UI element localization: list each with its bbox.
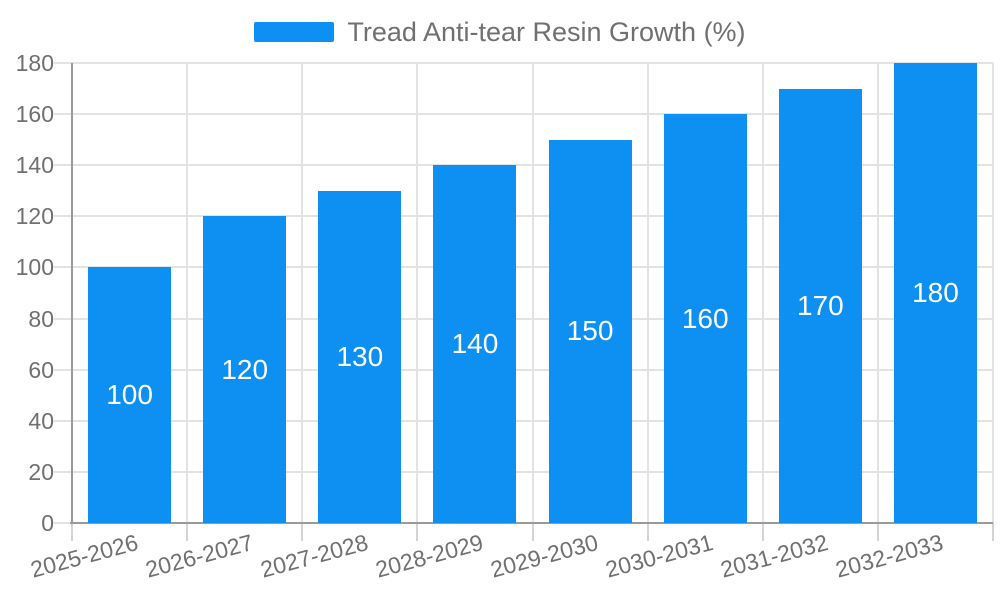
x-axis-tick xyxy=(301,523,304,541)
x-axis-tick xyxy=(876,523,879,541)
y-axis-tick-label: 120 xyxy=(15,203,54,230)
bar-2031-2032[interactable] xyxy=(778,88,862,523)
y-axis-tick-label: 100 xyxy=(15,254,54,281)
y-axis-tick xyxy=(54,317,72,320)
x-axis-tick xyxy=(531,523,534,541)
x-axis-tick xyxy=(992,523,994,541)
y-axis-tick-label: 80 xyxy=(28,305,54,332)
bar-value-label: 170 xyxy=(796,289,844,321)
legend-swatch-icon xyxy=(254,22,335,42)
x-axis-tick xyxy=(416,523,419,541)
bar-2027-2028[interactable] xyxy=(318,190,402,523)
gridline-vertical xyxy=(646,63,649,523)
gridline-vertical xyxy=(876,63,879,523)
x-axis-tick xyxy=(186,523,189,541)
x-axis-tick-label: 2031-2032 xyxy=(718,529,832,583)
gridline-vertical xyxy=(416,63,419,523)
bar-2029-2030[interactable] xyxy=(548,139,632,523)
gridline-vertical xyxy=(186,63,189,523)
bar-value-label: 140 xyxy=(451,328,499,360)
x-axis-tick xyxy=(71,523,73,541)
bar-value-label: 150 xyxy=(566,315,614,347)
x-axis-tick-label: 2027-2028 xyxy=(257,529,371,583)
y-axis-tick-label: 180 xyxy=(15,50,54,76)
y-axis-tick xyxy=(54,470,72,473)
x-axis-tick-label: 2028-2029 xyxy=(372,529,486,583)
bar-value-label: 120 xyxy=(221,353,269,385)
gridline-vertical xyxy=(992,63,994,523)
bar-2028-2029[interactable] xyxy=(433,165,517,523)
y-axis-tick-label: 60 xyxy=(28,356,54,383)
x-axis-tick-label: 2026-2027 xyxy=(142,529,256,583)
bar-value-label: 160 xyxy=(681,302,729,334)
x-axis-line xyxy=(70,522,993,524)
x-axis-tick-label: 2030-2031 xyxy=(602,529,716,583)
bar-2030-2031[interactable] xyxy=(663,114,747,523)
y-axis-tick-label: 40 xyxy=(28,407,54,434)
x-axis-tick xyxy=(761,523,764,541)
bar-value-label: 180 xyxy=(912,277,959,308)
legend-label: Tread Anti-tear Resin Growth (%) xyxy=(347,16,746,47)
bar-2025-2026[interactable] xyxy=(88,267,172,523)
gridline-vertical xyxy=(531,63,534,523)
y-axis-tick xyxy=(54,113,72,116)
legend-item[interactable]: Tread Anti-tear Resin Growth (%) xyxy=(0,16,1000,47)
y-axis-tick xyxy=(54,164,72,167)
y-axis-tick xyxy=(54,62,72,64)
gridline-vertical xyxy=(761,63,764,523)
y-axis-tick xyxy=(54,215,72,218)
bar-value-label: 130 xyxy=(336,340,384,372)
bar-2026-2027[interactable] xyxy=(203,216,287,523)
y-axis-tick-label: 20 xyxy=(28,458,54,485)
x-axis-tick-label: 2029-2030 xyxy=(487,529,601,583)
bar-value-label: 100 xyxy=(106,379,153,411)
y-axis-line xyxy=(71,63,73,523)
x-axis-tick-label: 2025-2026 xyxy=(27,529,141,583)
y-axis-tick-label: 160 xyxy=(15,101,54,128)
gridline-vertical xyxy=(301,63,304,523)
y-axis-tick xyxy=(54,522,72,524)
y-axis-tick xyxy=(54,266,72,269)
x-axis-tick-label: 2032-2033 xyxy=(833,529,947,583)
bar-2032-2033[interactable] xyxy=(893,63,977,523)
x-axis-tick xyxy=(646,523,649,541)
y-axis-tick-label: 140 xyxy=(15,152,54,179)
y-axis-tick-label: 0 xyxy=(41,510,54,536)
y-axis-tick xyxy=(54,419,72,422)
y-axis-tick xyxy=(54,368,72,371)
